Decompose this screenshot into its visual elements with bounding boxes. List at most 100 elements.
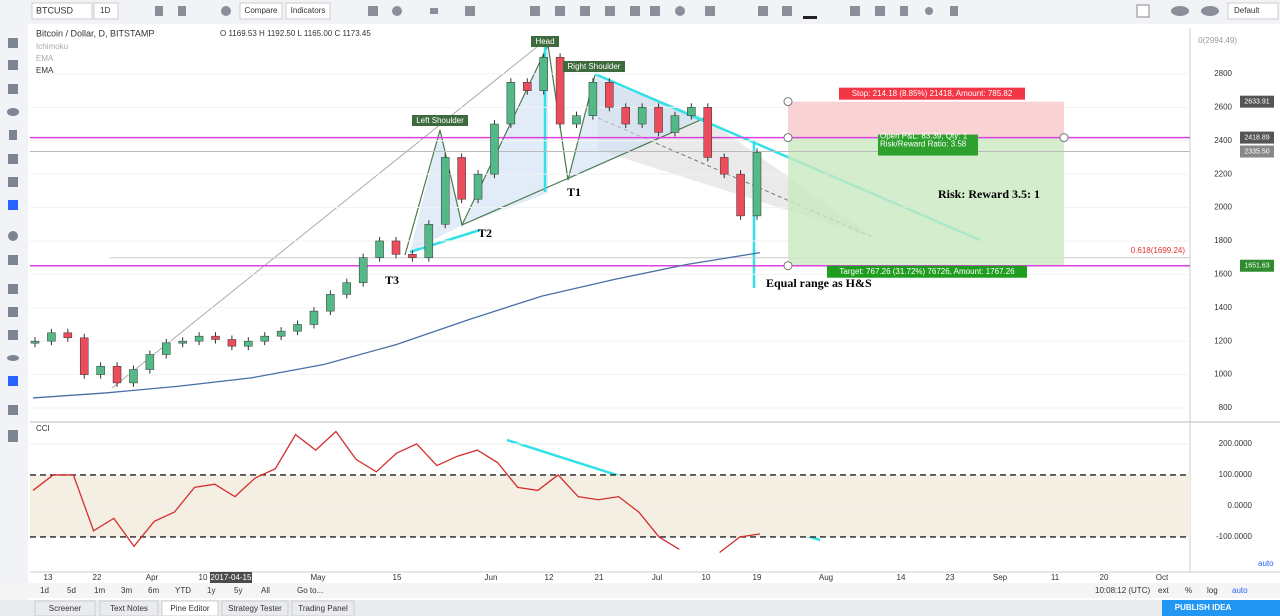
candle — [79, 337, 89, 375]
x-tick-label: Apr — [146, 573, 159, 582]
x-tick-label: 19 — [753, 573, 762, 582]
range-button[interactable]: YTD — [175, 586, 191, 595]
layout[interactable]: Default — [1234, 6, 1260, 15]
scale-option[interactable]: ext — [1158, 586, 1169, 595]
position-handle[interactable] — [783, 261, 793, 271]
candle — [96, 365, 105, 375]
x-tick-label: 10 — [702, 573, 711, 582]
candle — [752, 152, 762, 217]
symbol[interactable]: BTCUSD — [36, 5, 74, 15]
scale-option[interactable]: % — [1185, 586, 1192, 595]
range-button[interactable]: 3m — [121, 586, 132, 595]
range-button[interactable]: 1m — [94, 586, 105, 595]
plot-area: 800 1000 1200 1400 1600 1800 2000 2200 2400 2600 2… — [30, 36, 1274, 583]
candle — [358, 257, 368, 283]
price-tag — [1240, 95, 1274, 108]
price-tag-label: 2418.89 — [1244, 134, 1269, 141]
cci-scale[interactable]: auto — [1258, 559, 1274, 568]
publish-label[interactable]: PUBLISH IDEA — [1175, 603, 1232, 612]
head-label: Head — [535, 37, 554, 46]
x-tick-label: Sep — [993, 573, 1008, 582]
indicator-label: EMA — [36, 54, 54, 63]
y-tick-label: 2400 — [1214, 136, 1232, 145]
range-bar — [0, 583, 1280, 598]
left-toolbar-icons — [7, 38, 19, 442]
candle — [703, 107, 713, 158]
price-tag-label: 2633.91 — [1244, 99, 1269, 106]
tab-label[interactable]: Trading Panel — [298, 604, 348, 613]
range-button[interactable]: All — [261, 586, 270, 595]
stop-label: Stop: 214.18 (8.85%) 21418, Amount: 785.… — [852, 89, 1013, 98]
tab[interactable] — [161, 600, 219, 616]
candle — [30, 340, 40, 344]
x-tick-label: 10 — [199, 573, 208, 582]
tab[interactable] — [34, 600, 96, 616]
x-tick-label: 20 — [1100, 573, 1109, 582]
crosshair-date-box — [210, 572, 252, 583]
layout-button[interactable] — [1227, 2, 1279, 20]
x-tick-label: Jun — [485, 573, 498, 582]
tab-label[interactable]: Text Notes — [110, 604, 148, 613]
position-handle[interactable] — [1059, 133, 1069, 143]
label-box — [531, 36, 559, 47]
tab[interactable] — [221, 600, 289, 616]
ohlc: O 1169.53 H 1192.50 L 1165.00 C 1173.45 — [220, 29, 371, 38]
compare-button[interactable] — [239, 2, 283, 20]
ratio-label: Risk/Reward Ratio: 3.58 — [880, 140, 967, 149]
range-button[interactable]: 6m — [148, 586, 159, 595]
clock: 10:08:12 (UTC) — [1095, 586, 1150, 595]
interval-box[interactable] — [93, 2, 119, 20]
candle — [309, 310, 319, 325]
tab-label[interactable]: Screener — [49, 604, 82, 613]
stop-zone — [788, 101, 1064, 138]
position-label-box — [827, 265, 1027, 278]
price-axis — [1190, 28, 1280, 576]
tab-label[interactable]: Pine Editor — [170, 604, 209, 613]
candle — [129, 369, 138, 384]
candle — [211, 335, 220, 340]
candle — [162, 342, 171, 355]
candle — [342, 282, 352, 295]
range-button[interactable]: 1d — [40, 586, 49, 595]
tab[interactable] — [291, 600, 355, 616]
tab-label[interactable]: Strategy Tester — [228, 604, 282, 613]
t1-label: T1 — [567, 185, 581, 199]
indicators-button[interactable] — [285, 2, 331, 20]
candle — [440, 157, 450, 225]
candle — [736, 173, 745, 217]
position-handle[interactable] — [783, 97, 793, 107]
x-tick-label: 2017-04-15 — [211, 573, 252, 582]
price-tag-label: 1651.63 — [1244, 263, 1269, 270]
y-tick-label: 2600 — [1214, 102, 1232, 111]
candle — [326, 294, 335, 312]
goto-button[interactable]: Go to... — [297, 586, 323, 595]
candle — [473, 173, 483, 200]
fib-top-label: 0(2994.49) — [1198, 36, 1237, 45]
indicators[interactable]: Indicators — [291, 6, 326, 15]
chart-title: Bitcoin / Dollar, D, BITSTAMP — [36, 28, 154, 38]
price-tag-label: 2335.50 — [1244, 148, 1269, 155]
candle — [572, 115, 581, 125]
x-tick-label: 21 — [595, 573, 604, 582]
publish-button[interactable] — [1162, 600, 1280, 616]
range-button[interactable]: 5d — [67, 586, 76, 595]
scale-option[interactable]: log — [1207, 586, 1218, 595]
candle — [391, 240, 401, 255]
candle — [523, 82, 532, 91]
candle — [276, 330, 286, 337]
position-handle[interactable] — [783, 133, 793, 143]
candle — [670, 115, 680, 133]
symbol-box[interactable] — [31, 2, 93, 20]
tab[interactable] — [99, 600, 159, 616]
cci-tick-label: -100.0000 — [1216, 532, 1253, 541]
candle — [637, 107, 647, 125]
candle — [260, 335, 269, 342]
range-button[interactable]: 1y — [207, 586, 215, 595]
interval[interactable]: 1D — [100, 6, 110, 15]
fib-label: 0.618(1699.24) — [1131, 246, 1186, 255]
range-button[interactable]: 5y — [234, 586, 242, 595]
y-tick-label: 2800 — [1214, 69, 1232, 78]
scale-option[interactable]: auto — [1232, 586, 1248, 595]
compare[interactable]: Compare — [245, 6, 278, 15]
